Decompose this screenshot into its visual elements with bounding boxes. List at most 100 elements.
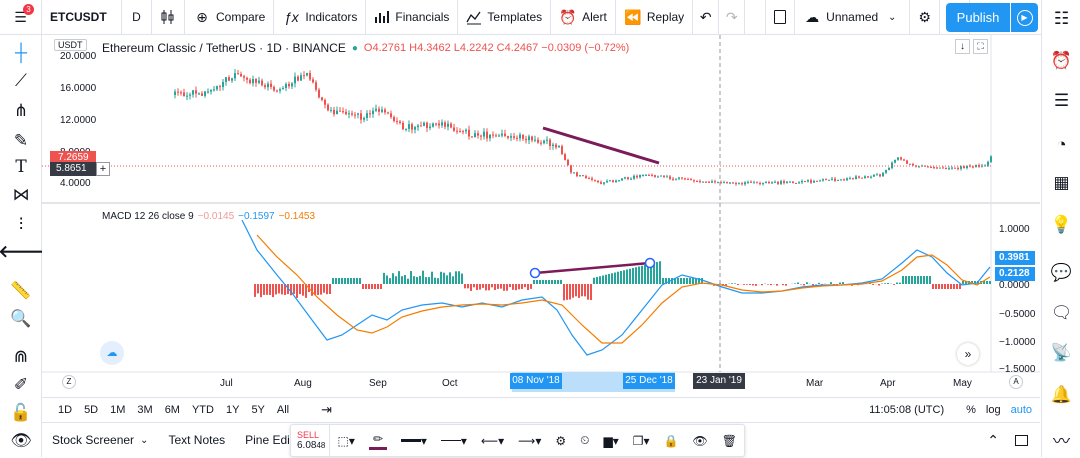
notifications-button[interactable]: 🔔 [1042, 378, 1080, 412]
messages-button[interactable]: 🗨 [1042, 296, 1080, 330]
back-tool[interactable]: 🡐 [0, 238, 42, 266]
collapse-panel-button[interactable]: ⌃ [987, 432, 999, 449]
left-end-button[interactable]: ⟵▾ [474, 425, 511, 456]
template-button[interactable]: ⬚▾ [330, 425, 361, 456]
date-range-icon[interactable]: ⇥ [321, 402, 332, 418]
delete-drawing-button[interactable]: 🗑 [715, 425, 744, 456]
range-ytd[interactable]: YTD [186, 404, 220, 416]
prediction-tool[interactable]: ⫶ [0, 211, 42, 239]
text-tool[interactable]: T [0, 153, 42, 181]
ideas-button[interactable]: 💡 [1042, 208, 1080, 242]
indicators-button[interactable]: ƒx Indicators [274, 0, 366, 35]
hotlists-button[interactable]: ◔ [1042, 128, 1080, 162]
percent-scale-toggle[interactable]: % [966, 404, 976, 416]
pattern-tool[interactable]: ⋈ [0, 181, 42, 209]
macd-histogram-bar [437, 278, 439, 284]
publish-button[interactable]: Publish [946, 3, 1010, 32]
trendline-handle-end[interactable] [646, 259, 655, 268]
data-window-button[interactable]: ☰ [1042, 84, 1080, 118]
tradingview-logo-icon[interactable]: ☁ [100, 341, 124, 365]
stay-drawing-tool[interactable]: ✐ [0, 371, 42, 399]
pitchfork-tool[interactable]: ⋔ [0, 97, 42, 125]
currency-label[interactable]: USDT [54, 39, 87, 51]
range-5y[interactable]: 5Y [245, 404, 270, 416]
zoom-tool[interactable]: 🔍 [0, 305, 42, 333]
zoom-z-button[interactable]: Z [62, 375, 76, 389]
undo-button[interactable]: ↶ [693, 0, 719, 35]
scroll-right-button[interactable]: » [957, 343, 979, 365]
select-layout-button[interactable] [765, 0, 795, 35]
macd-histogram-bar [608, 274, 610, 284]
redo-button[interactable]: ↷ [719, 0, 745, 35]
alert-button[interactable]: ⏰ Alert [551, 0, 616, 35]
range-1y[interactable]: 1Y [220, 404, 245, 416]
sell-button[interactable]: SELL 6.0848 [291, 425, 330, 456]
candle-body [714, 181, 716, 182]
compare-button[interactable]: ⊕ Compare [185, 0, 274, 35]
magnet-tool[interactable]: ⋒ [0, 343, 42, 371]
lock-tool[interactable]: 🔓 [0, 399, 42, 427]
stock-screener-tab[interactable]: Stock Screener ⌄ [42, 423, 158, 458]
scroll-down-button[interactable]: ↓ [955, 39, 970, 54]
range-6m[interactable]: 6M [159, 404, 186, 416]
calendar-button[interactable]: ▦ [1042, 166, 1080, 200]
range-1m[interactable]: 1M [104, 404, 131, 416]
clone-button[interactable]: ❐▾ [626, 425, 657, 456]
visual-order-button[interactable]: ▆▾ [597, 425, 626, 456]
settings-button[interactable]: ⚙ [910, 0, 940, 35]
macd-study-title[interactable]: MACD 12 26 close 9 [102, 211, 194, 222]
macd-histogram-bar [299, 284, 301, 294]
replay-button[interactable]: ⏪ Replay [616, 0, 693, 35]
hide-drawing-button[interactable]: 👁 [686, 425, 715, 456]
log-scale-toggle[interactable]: log [986, 404, 1001, 416]
auto-scale-toggle[interactable]: auto [1011, 404, 1032, 416]
streams-button[interactable]: 📡 [1042, 336, 1080, 370]
range-1d[interactable]: 1D [52, 404, 78, 416]
add-order-icon[interactable]: + [96, 162, 110, 176]
line-width-button[interactable]: ▾ [394, 425, 434, 456]
line-style-button[interactable]: ▾ [434, 425, 474, 456]
right-end-button[interactable]: ⟶▾ [511, 425, 548, 456]
templates-button[interactable]: Templates [458, 0, 551, 35]
trendline-tool[interactable]: ⟋ [0, 67, 42, 95]
crosshair-tool[interactable]: ┼ [0, 39, 42, 67]
brush-tool[interactable]: ✎ [0, 127, 42, 155]
create-alert-button[interactable]: ⏲ [573, 425, 596, 456]
maximize-panel-button[interactable] [1015, 435, 1028, 446]
trendline-handle-start[interactable] [531, 269, 540, 278]
range-3m[interactable]: 3M [131, 404, 158, 416]
interval-button[interactable]: D [122, 0, 152, 35]
candle-body [780, 181, 782, 184]
main-menu-button[interactable]: ☰ 3 [0, 0, 42, 35]
range-all[interactable]: All [271, 404, 295, 416]
order-panel-button[interactable]: 〰 [1042, 422, 1080, 456]
clock[interactable]: 11:05:08 (UTC) [869, 404, 944, 416]
macd-histogram-bar [335, 278, 337, 284]
candle-body [336, 111, 338, 115]
maximize-pane-button[interactable]: ⛶ [973, 39, 988, 54]
macd-histogram-bar [281, 284, 283, 294]
layout-name-button[interactable]: ☁ Unnamed ⌄ [795, 0, 910, 35]
publish-options-button[interactable]: ▶ [1011, 3, 1038, 32]
chat-button[interactable]: 💬 [1042, 256, 1080, 290]
hide-tool[interactable]: 👁 [0, 427, 42, 455]
alerts-panel-button[interactable]: ⏰ [1042, 44, 1080, 78]
symbol-title[interactable]: Ethereum Classic / TetherUS · 1D · BINAN… [102, 41, 346, 55]
macd-histogram-bar [602, 276, 604, 285]
watchlist-button[interactable]: ☷ [1042, 2, 1080, 36]
lock-drawing-button[interactable]: 🔒 [657, 425, 686, 456]
auto-a-button[interactable]: A [1009, 375, 1023, 389]
price-trendline[interactable] [543, 128, 659, 163]
line-color-button[interactable]: ✏ [362, 425, 394, 456]
text-notes-tab[interactable]: Text Notes [158, 423, 235, 458]
macd-histogram-bar [560, 280, 562, 284]
chart-style-button[interactable] [152, 0, 185, 35]
range-5d[interactable]: 5D [78, 404, 104, 416]
line-settings-button[interactable]: ⚙ [548, 425, 573, 456]
symbol-search[interactable]: ETCUSDT [42, 0, 122, 35]
macd-histogram-bar [830, 282, 832, 284]
candle-body [270, 84, 272, 87]
ruler-tool[interactable]: 📏 [0, 277, 42, 305]
financials-button[interactable]: Financials [366, 0, 458, 35]
